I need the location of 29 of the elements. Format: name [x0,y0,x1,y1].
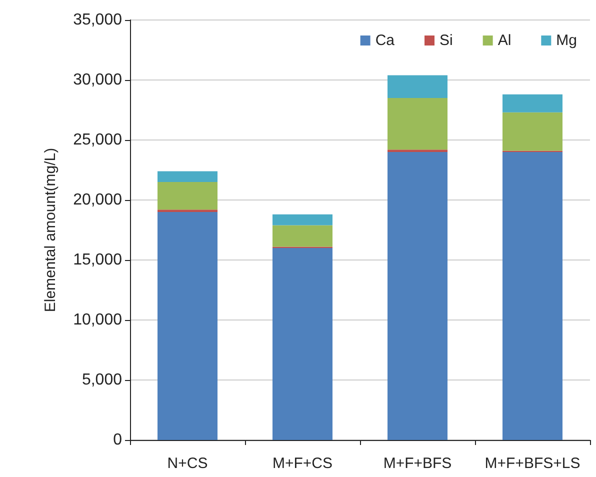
x-tick-label: M+F+CS [272,455,333,472]
legend-label: Mg [556,32,578,49]
x-tick-label: M+F+BFS [383,455,452,472]
legend-label: Ca [375,32,396,49]
y-tick-label: 0 [113,432,122,448]
bar [502,94,562,112]
bar [502,152,562,440]
bar [272,248,332,440]
legend-label: Si [439,32,453,49]
y-tick-label: 20,000 [73,192,122,208]
bar [502,112,562,151]
y-tick-label: 5,000 [82,372,122,388]
y-tick-label: 15,000 [73,252,122,268]
x-tick-label: M+F+BFS+LS [484,455,580,472]
y-tick-label: 30,000 [73,72,122,88]
y-tick-label: 10,000 [73,312,122,328]
bar [158,212,218,440]
y-axis-title: Elemental amount(mg/L) [42,148,59,312]
legend-label: Al [498,32,512,49]
y-tick-label: 35,000 [73,12,122,28]
bar [272,225,332,247]
bar [388,152,448,440]
bar [158,182,218,210]
bar [388,98,448,150]
x-tick-label: N+CS [167,455,208,472]
bar [158,171,218,182]
bar [388,75,448,98]
y-tick-label: 25,000 [73,132,122,148]
bar [272,214,332,226]
